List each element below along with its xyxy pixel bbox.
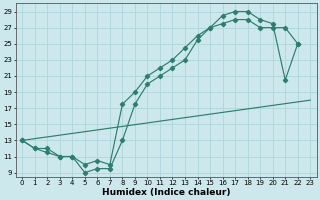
X-axis label: Humidex (Indice chaleur): Humidex (Indice chaleur)	[102, 188, 230, 197]
